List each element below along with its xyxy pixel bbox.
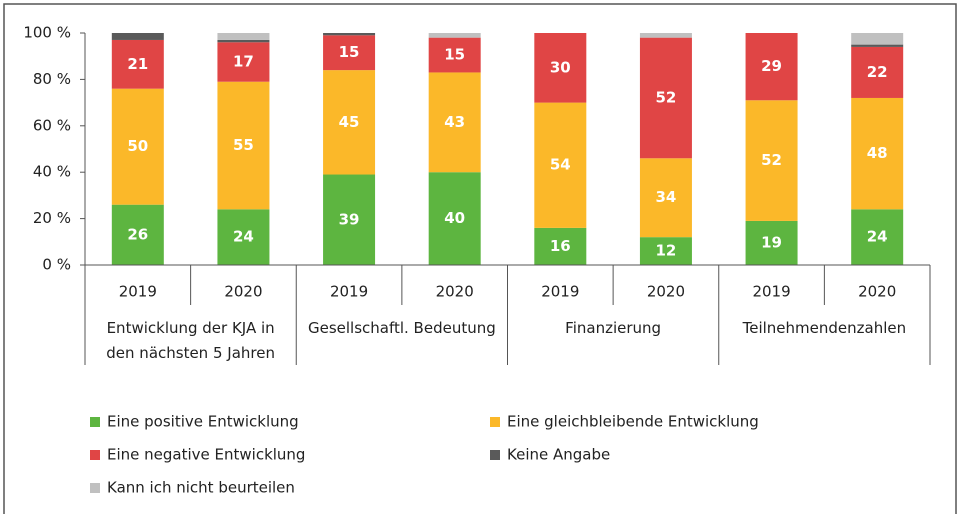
x-tick-label: 2020 [858, 283, 896, 301]
bar-segment [428, 72, 481, 173]
x-tick-label: 2019 [752, 283, 790, 301]
value-label: 17 [233, 53, 254, 71]
value-label: 30 [550, 58, 571, 76]
legend-label: Eine gleichbleibende Entwicklung [507, 413, 759, 431]
bar-segment [217, 42, 270, 82]
legend-swatch [90, 417, 100, 427]
value-label: 24 [867, 228, 888, 246]
group-label: Entwicklung der KJA in den nächsten 5 Ja… [106, 319, 275, 362]
value-label: 40 [444, 209, 465, 227]
value-label: 29 [761, 57, 782, 75]
legend-label: Eine positive Entwicklung [107, 413, 299, 431]
legend-label: Eine negative Entwicklung [107, 446, 305, 464]
bar-segment [639, 158, 692, 238]
bar-segment [851, 46, 904, 98]
bar-segment [851, 97, 904, 210]
y-tick-label: 80 % [33, 70, 71, 88]
bar-segment [639, 237, 692, 265]
value-label: 39 [339, 210, 360, 228]
bar-segment [745, 220, 798, 265]
y-tick-label: 40 % [33, 163, 71, 181]
bar-segment [323, 35, 376, 71]
value-label: 15 [339, 43, 360, 61]
x-tick-label: 2020 [436, 283, 474, 301]
value-label: 48 [867, 144, 888, 162]
bar-segment [745, 33, 798, 101]
bar-segment [217, 81, 270, 210]
value-label: 50 [127, 137, 148, 155]
group-label: Finanzierung [565, 319, 662, 337]
bar-segment [534, 33, 587, 103]
bar-segment [851, 209, 904, 265]
value-label: 26 [127, 225, 148, 243]
legend-label: Kann ich nicht beurteilen [107, 479, 295, 497]
bar-segment [639, 37, 692, 159]
legend-swatch [490, 450, 500, 460]
y-tick-label: 0 % [42, 256, 71, 274]
bar-segment [639, 33, 692, 38]
y-tick-label: 100 % [23, 24, 71, 42]
bar-segment [428, 33, 481, 38]
legend-label: Keine Angabe [507, 446, 610, 464]
value-label: 19 [761, 233, 782, 251]
bar-segment [323, 70, 376, 175]
bar-segment [428, 37, 481, 73]
bar-segment [217, 39, 270, 43]
value-label: 45 [339, 113, 360, 131]
bar-segment [111, 88, 164, 205]
value-label: 21 [127, 55, 148, 73]
legend-swatch [90, 450, 100, 460]
group-label: Teilnehmendenzahlen [742, 319, 907, 337]
y-tick-label: 60 % [33, 116, 71, 134]
value-label: 24 [233, 228, 254, 246]
y-tick-label: 20 % [33, 209, 71, 227]
x-tick-label: 2020 [224, 283, 262, 301]
legend-swatch [490, 417, 500, 427]
bar-segment [851, 44, 904, 47]
value-label: 43 [444, 113, 465, 131]
value-label: 15 [444, 46, 465, 64]
value-label: 54 [550, 156, 571, 174]
legend-swatch [90, 483, 100, 493]
x-tick-label: 2019 [119, 283, 157, 301]
value-label: 52 [656, 88, 677, 106]
bar-segment [217, 209, 270, 265]
x-tick-label: 2019 [330, 283, 368, 301]
value-label: 22 [867, 63, 888, 81]
value-label: 12 [656, 242, 677, 260]
bar-segment [111, 33, 164, 40]
group-label: Gesellschaftl. Bedeutung [307, 319, 496, 337]
value-label: 34 [656, 188, 677, 206]
bar-segment [323, 33, 376, 36]
x-tick-label: 2019 [541, 283, 579, 301]
bar-segment [111, 204, 164, 265]
bar-segment [323, 174, 376, 265]
bar-segment [111, 39, 164, 89]
bar-segment [745, 100, 798, 221]
bar-segment [428, 172, 481, 265]
frame [3, 3, 957, 514]
bar-segment [534, 227, 587, 265]
value-label: 52 [761, 151, 782, 169]
value-label: 16 [550, 237, 571, 255]
bar-segment [851, 33, 904, 45]
bar-segment [217, 33, 270, 40]
x-tick-label: 2020 [647, 283, 685, 301]
value-label: 55 [233, 136, 254, 154]
bar-segment [534, 102, 587, 228]
